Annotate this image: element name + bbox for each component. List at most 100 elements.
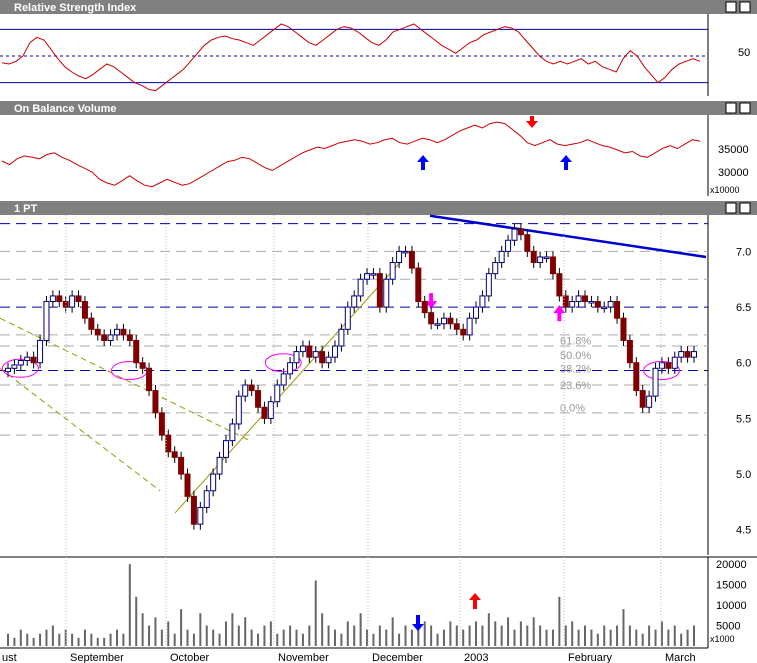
close-icon[interactable]: [739, 1, 751, 13]
price-tick-label: 5.5: [736, 413, 751, 425]
volume-blue-arrow: [412, 615, 424, 631]
candle-body: [293, 351, 300, 364]
candle-body: [556, 273, 563, 297]
month-label: 2003: [464, 652, 488, 663]
month-axis: ust September October November December 2003 F…: [0, 215, 708, 663]
candle-body: [30, 356, 37, 364]
close-icon[interactable]: [739, 202, 751, 214]
volume-tick-label: 20000: [716, 559, 747, 571]
candle-body: [75, 295, 82, 302]
obv-blue-arrow-2: [560, 155, 572, 170]
candle-body: [17, 360, 24, 366]
obv-titlebar: [0, 101, 757, 115]
candle-body: [331, 345, 338, 358]
candle-body: [466, 317, 473, 336]
candle-body: [396, 250, 403, 264]
fib-label: 0.0%: [560, 402, 585, 414]
candle-body: [453, 323, 460, 330]
obv-blue-arrow-1: [417, 155, 429, 170]
month-label: October: [170, 652, 209, 663]
candle-body: [684, 351, 691, 358]
price-title: 1 PT: [14, 203, 38, 215]
candle-body: [69, 295, 76, 308]
candle-body: [473, 306, 480, 319]
candle-body: [306, 345, 313, 358]
candle-body: [299, 345, 306, 353]
candle-body: [101, 334, 108, 341]
candle-body: [197, 506, 204, 525]
month-label: November: [278, 652, 329, 663]
price-tick-label: 7.0: [736, 246, 751, 258]
candle-body: [440, 317, 447, 325]
candle-body: [267, 401, 274, 419]
candle-body: [678, 351, 685, 358]
candle-body: [107, 334, 114, 341]
candle-body: [671, 356, 678, 369]
obv-line: [1, 121, 701, 188]
month-label: February: [568, 652, 613, 663]
candle-body: [178, 456, 185, 475]
candle-body: [607, 301, 614, 308]
candle-body: [524, 234, 531, 252]
candle-body: [594, 301, 601, 308]
candle-body: [171, 451, 178, 458]
rsi-title: Relative Strength Index: [14, 2, 137, 14]
price-tick-label: 6.5: [736, 302, 751, 314]
candle-body: [344, 306, 351, 330]
candle-body: [222, 440, 229, 458]
candle-body: [190, 495, 197, 525]
candle-body: [460, 328, 467, 336]
volume-tick-label: 5000: [716, 621, 740, 633]
candle-body: [158, 412, 165, 436]
obv-panel: On Balance Volume 35000 30000 x10000: [0, 101, 757, 196]
candle-body: [383, 278, 390, 308]
candle-body: [562, 295, 569, 308]
candle-body: [94, 328, 101, 336]
fib-label: 61.8%: [560, 335, 591, 347]
candle-body: [280, 373, 287, 386]
candle-body: [505, 239, 512, 252]
candle-body: [665, 362, 672, 369]
rsi-line: [1, 23, 701, 92]
trendline-resistance: [429, 214, 707, 259]
candle-body: [530, 250, 537, 264]
candle-body: [639, 390, 646, 408]
candle-body: [492, 262, 499, 275]
rsi-titlebar: [0, 0, 757, 14]
price-panel: 1 PT 61.8% 50.0%38.2% 23.6% 0.0% 7.0 6.5 6.0 5…: [0, 201, 757, 555]
channel-line: [0, 317, 251, 442]
magenta-arrow-up: [553, 305, 566, 322]
candle-body: [402, 250, 409, 254]
channel-line: [0, 367, 161, 492]
month-label: March: [665, 652, 696, 663]
candle-body: [633, 362, 640, 392]
minimize-icon[interactable]: [725, 1, 737, 13]
rsi-panel: Relative Strength Index 50: [0, 0, 757, 96]
obv-unit: x10000: [710, 185, 740, 195]
candle-body: [81, 301, 88, 319]
candle-body: [626, 339, 633, 364]
candle-body: [357, 278, 364, 297]
candle-body: [146, 367, 153, 392]
candle-body: [325, 356, 332, 364]
close-icon[interactable]: [739, 102, 751, 114]
month-label: September: [70, 652, 124, 663]
month-label: December: [372, 652, 423, 663]
candle-body: [415, 267, 422, 303]
candle-body: [62, 301, 69, 308]
magenta-arrow-down: [425, 293, 438, 310]
candle-body: [543, 256, 550, 259]
obv-tick-35000: 35000: [718, 144, 749, 156]
price-titlebar: [0, 201, 757, 215]
minimize-icon[interactable]: [725, 102, 737, 114]
candle-body: [588, 301, 595, 304]
candle-body: [351, 295, 358, 308]
candle-body: [652, 367, 659, 397]
minimize-icon[interactable]: [725, 202, 737, 214]
candle-body: [248, 384, 255, 392]
candle-body: [37, 339, 44, 364]
candle-body: [364, 273, 371, 280]
candle-body: [120, 328, 127, 336]
candle-body: [24, 356, 31, 362]
candle-body: [216, 456, 223, 475]
